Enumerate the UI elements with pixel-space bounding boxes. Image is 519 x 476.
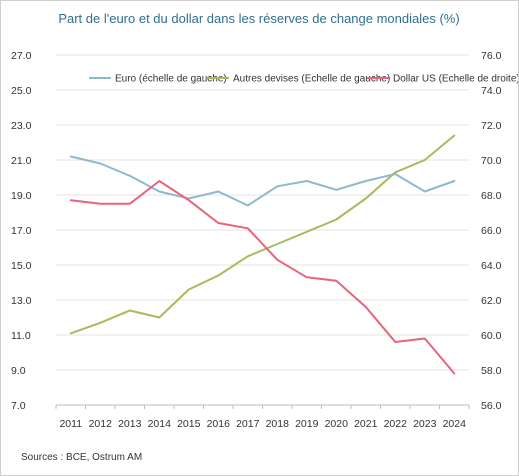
left-tick-label: 21.0 bbox=[11, 155, 32, 167]
left-tick-label: 19.0 bbox=[11, 190, 32, 202]
left-tick-label: 25.0 bbox=[11, 85, 32, 97]
right-tick-label: 66.0 bbox=[481, 225, 502, 237]
x-tick-label: 2024 bbox=[443, 418, 467, 430]
x-tick-label: 2011 bbox=[59, 418, 82, 430]
series-line-1 bbox=[69, 134, 456, 335]
x-tick-label: 2013 bbox=[118, 418, 142, 430]
x-tick-label: 2017 bbox=[236, 418, 260, 430]
right-tick-label: 68.0 bbox=[481, 190, 502, 202]
gridlines bbox=[56, 54, 469, 406]
right-tick-label: 76.0 bbox=[481, 50, 502, 62]
right-tick-label: 64.0 bbox=[481, 260, 502, 272]
left-tick-label: 15.0 bbox=[11, 260, 32, 272]
chart-title: Part de l'euro et du dollar dans les rés… bbox=[58, 11, 459, 26]
series-lines bbox=[69, 134, 456, 375]
left-tick-label: 27.0 bbox=[11, 50, 32, 62]
left-tick-label: 17.0 bbox=[11, 225, 32, 237]
right-tick-label: 62.0 bbox=[481, 295, 502, 307]
x-tick-label: 2016 bbox=[207, 418, 231, 430]
left-axis-ticks: 27.0 25.0 23.0 21.0 19.0 17.0 15.0 13.0 11.0 9.0 7… bbox=[11, 50, 32, 412]
right-tick-label: 70.0 bbox=[481, 155, 502, 167]
left-tick-label: 9.0 bbox=[11, 365, 26, 377]
right-axis-ticks: 76.0 74.0 72.0 70.0 68.0 66.0 64.0 62.0 60.0 58.0… bbox=[481, 50, 502, 412]
x-tick-label: 2012 bbox=[89, 418, 113, 430]
left-tick-label: 7.0 bbox=[11, 400, 26, 412]
source-note: Sources : BCE, Ostrum AM bbox=[21, 452, 142, 463]
right-tick-label: 58.0 bbox=[481, 365, 502, 377]
x-tick-label: 2021 bbox=[354, 418, 378, 430]
legend: Euro (échelle de gauche) Autres devises (… bbox=[89, 74, 518, 85]
x-tick-label: 2019 bbox=[295, 418, 319, 430]
x-tick-label: 2015 bbox=[177, 418, 201, 430]
left-tick-label: 11.0 bbox=[11, 330, 31, 342]
left-tick-label: 23.0 bbox=[11, 120, 32, 132]
right-tick-label: 56.0 bbox=[481, 400, 502, 412]
x-tick-label: 2020 bbox=[325, 418, 349, 430]
x-tick-label: 2018 bbox=[266, 418, 290, 430]
x-tick-label: 2023 bbox=[413, 418, 437, 430]
series-line-0 bbox=[69, 155, 456, 207]
x-tick-label: 2022 bbox=[384, 418, 408, 430]
x-axis-ticks: 2011 2012 2013 2014 2015 2016 2017 2018 2019 2020… bbox=[55, 404, 470, 430]
right-tick-label: 60.0 bbox=[481, 330, 502, 342]
legend-label: Dollar US (Echelle de droite) bbox=[393, 74, 518, 85]
legend-label: Autres devises (Echelle de gauche) bbox=[233, 74, 390, 85]
right-tick-label: 72.0 bbox=[481, 120, 502, 132]
right-tick-label: 74.0 bbox=[481, 85, 502, 97]
legend-label: Euro (échelle de gauche) bbox=[115, 74, 227, 85]
series-line-2 bbox=[69, 180, 456, 375]
x-tick-label: 2014 bbox=[148, 418, 172, 430]
left-tick-label: 13.0 bbox=[11, 295, 32, 307]
